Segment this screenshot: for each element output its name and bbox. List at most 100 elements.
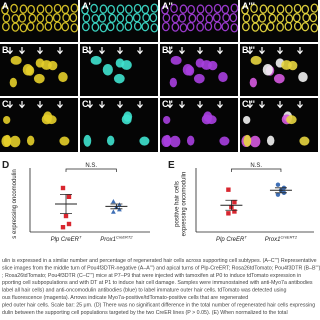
panel-label: C'' [162,99,173,109]
cell [310,23,319,33]
cell [222,13,231,23]
arrow [57,47,63,55]
panel-label: A'' [162,1,173,11]
data-point [232,199,237,205]
caption-line: label all hair cells) and anti-oncomodul… [2,288,286,294]
cell [196,22,204,32]
data-point [111,209,116,214]
cell [267,4,276,15]
cell [83,134,92,147]
data-point [275,192,281,197]
arrow [99,101,105,109]
cell [206,115,217,125]
significance-bracket [65,168,117,172]
cell [218,72,228,83]
cell [36,4,45,14]
cell [106,21,115,32]
cell [99,23,108,33]
y-axis-label: s expressing oncomodulin [12,169,18,238]
cell [11,22,20,32]
cell [293,21,302,31]
arrow [197,101,203,109]
cell [309,12,318,23]
error-bar [60,194,72,214]
micrograph-panel: C''' [240,98,318,152]
arrow [247,101,253,109]
cell [213,3,222,14]
cell [179,23,188,33]
panel-label: B [2,45,9,55]
label-superscript: T [244,235,247,240]
caption-line: ulin is expressed in a similar number an… [2,258,317,264]
cell [107,4,116,15]
micrograph-panel: A'' [160,0,239,42]
significance-bracket [231,168,282,172]
cell [82,21,90,32]
cell [229,12,238,23]
arrow [87,101,93,109]
arrow [117,101,123,109]
cell [170,3,178,14]
arrow [297,47,303,55]
cell [259,4,268,14]
cell [170,55,182,65]
arrow [37,47,43,55]
arrow [259,101,265,109]
cell [62,13,71,23]
cell [106,135,115,146]
cell [299,136,310,146]
arrow [87,47,93,55]
cell [179,4,188,14]
cell [53,3,62,14]
cell [262,63,273,76]
cell [48,60,58,71]
label-base: Plp CreER [216,237,245,243]
cell [82,13,91,23]
y-axis-label: positive hair cells [175,181,181,227]
cell [186,135,195,146]
cell [125,4,133,14]
cell [133,21,142,31]
caption-line: ous fluorescence (magenta). Arrows indic… [2,295,248,301]
data-point [226,187,231,192]
cell [53,21,62,31]
cell [219,136,230,146]
cell [163,134,172,147]
x-tick-label: Prox1CreERT2 [265,235,298,244]
x-tick-label: Prox1CreERT2 [100,235,133,244]
label-superscript: CreERT2 [280,235,297,240]
cell [9,135,21,148]
error-bar [225,199,238,211]
cell [204,21,213,32]
micrograph-panel: A''' [240,0,319,42]
error-bar [110,203,123,210]
cell [193,73,205,84]
cell [18,13,27,23]
cell [242,21,250,32]
cell [102,63,113,76]
cell [243,134,252,147]
cell [98,13,107,23]
cell [46,115,57,125]
data-point [226,211,231,216]
cell [221,22,230,32]
arrow [297,101,303,109]
cell [2,21,10,32]
panel-label: B' [82,45,91,55]
micrograph-panel: B' [80,44,158,96]
cell [121,114,132,125]
cell [141,22,150,32]
cell [169,77,177,88]
cell [45,4,53,14]
cell [90,3,98,14]
micrograph-panel: C' [80,98,158,152]
x-tick-label: Plp CreERT [216,235,247,244]
cell [251,22,260,32]
cell [26,135,35,146]
cell [208,60,218,71]
x-tick-label: Plp CreERT [51,235,82,244]
plot-label: D [2,160,9,171]
caption-line: pporting cell subpopulations and with DT… [2,280,313,286]
cell [178,13,187,23]
panel-label: B''' [242,45,255,55]
